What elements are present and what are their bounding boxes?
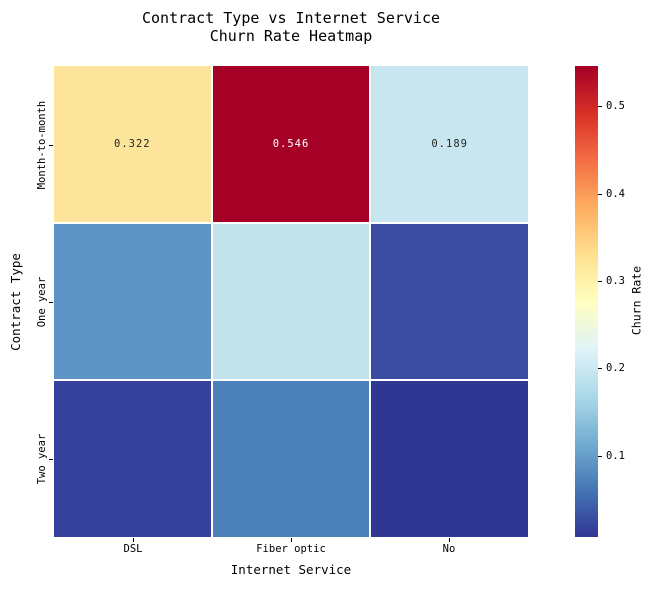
cell-annotation: 0.189 [431,137,468,150]
y-tick-mark [49,144,53,146]
x-tick-label: DSL [123,543,143,555]
chart-title-line2: Churn Rate Heatmap [209,27,373,45]
x-axis-title: Internet Service [230,562,352,577]
colorbar-tick-mark [598,368,602,370]
heatmap-cell [371,381,528,537]
cell-annotation: 0.546 [272,137,310,150]
colorbar [575,66,598,537]
x-tick-mark [291,538,292,542]
heatmap-cell [212,381,370,537]
colorbar-tick-label: 0.2 [606,362,625,375]
heatmap-grid: 0.322 0.546 0.189 [54,66,528,537]
colorbar-tick-label: 0.4 [606,187,625,200]
chart-title-line1: Contract Type vs Internet Service [141,9,440,27]
colorbar-tick-mark [598,193,602,195]
heatmap-cell [371,223,528,380]
x-tick-label: Fiber optic [256,543,326,555]
colorbar-tick-mark [598,455,602,457]
cell-annotation: 0.322 [114,137,151,150]
heatmap-cell: 0.322 [54,66,211,222]
chart-title: Contract Type vs Internet Service Churn R… [54,9,528,45]
heatmap-cell [54,381,211,537]
heatmap-cell [212,223,370,380]
heatmap-cell [54,223,211,380]
y-tick-label: Two year [36,433,48,484]
x-tick-mark [449,538,450,542]
heatmap-cell: 0.546 [212,66,370,222]
y-axis-title: Contract Type [8,253,23,351]
colorbar-tick-label: 0.5 [606,100,625,113]
colorbar-tick-mark [598,106,602,108]
colorbar-tick-label: 0.1 [606,449,625,462]
heatmap-cell: 0.189 [371,66,528,222]
colorbar-tick-mark [598,280,602,282]
y-tick-mark [49,301,53,303]
x-tick-label: No [442,543,456,555]
colorbar-tick-label: 0.3 [606,274,625,287]
y-tick-label: Month-to-month [36,100,48,189]
x-tick-mark [133,538,134,542]
y-tick-mark [49,458,53,460]
colorbar-label: Churn Rate [629,265,644,336]
y-tick-label: One year [36,276,48,327]
